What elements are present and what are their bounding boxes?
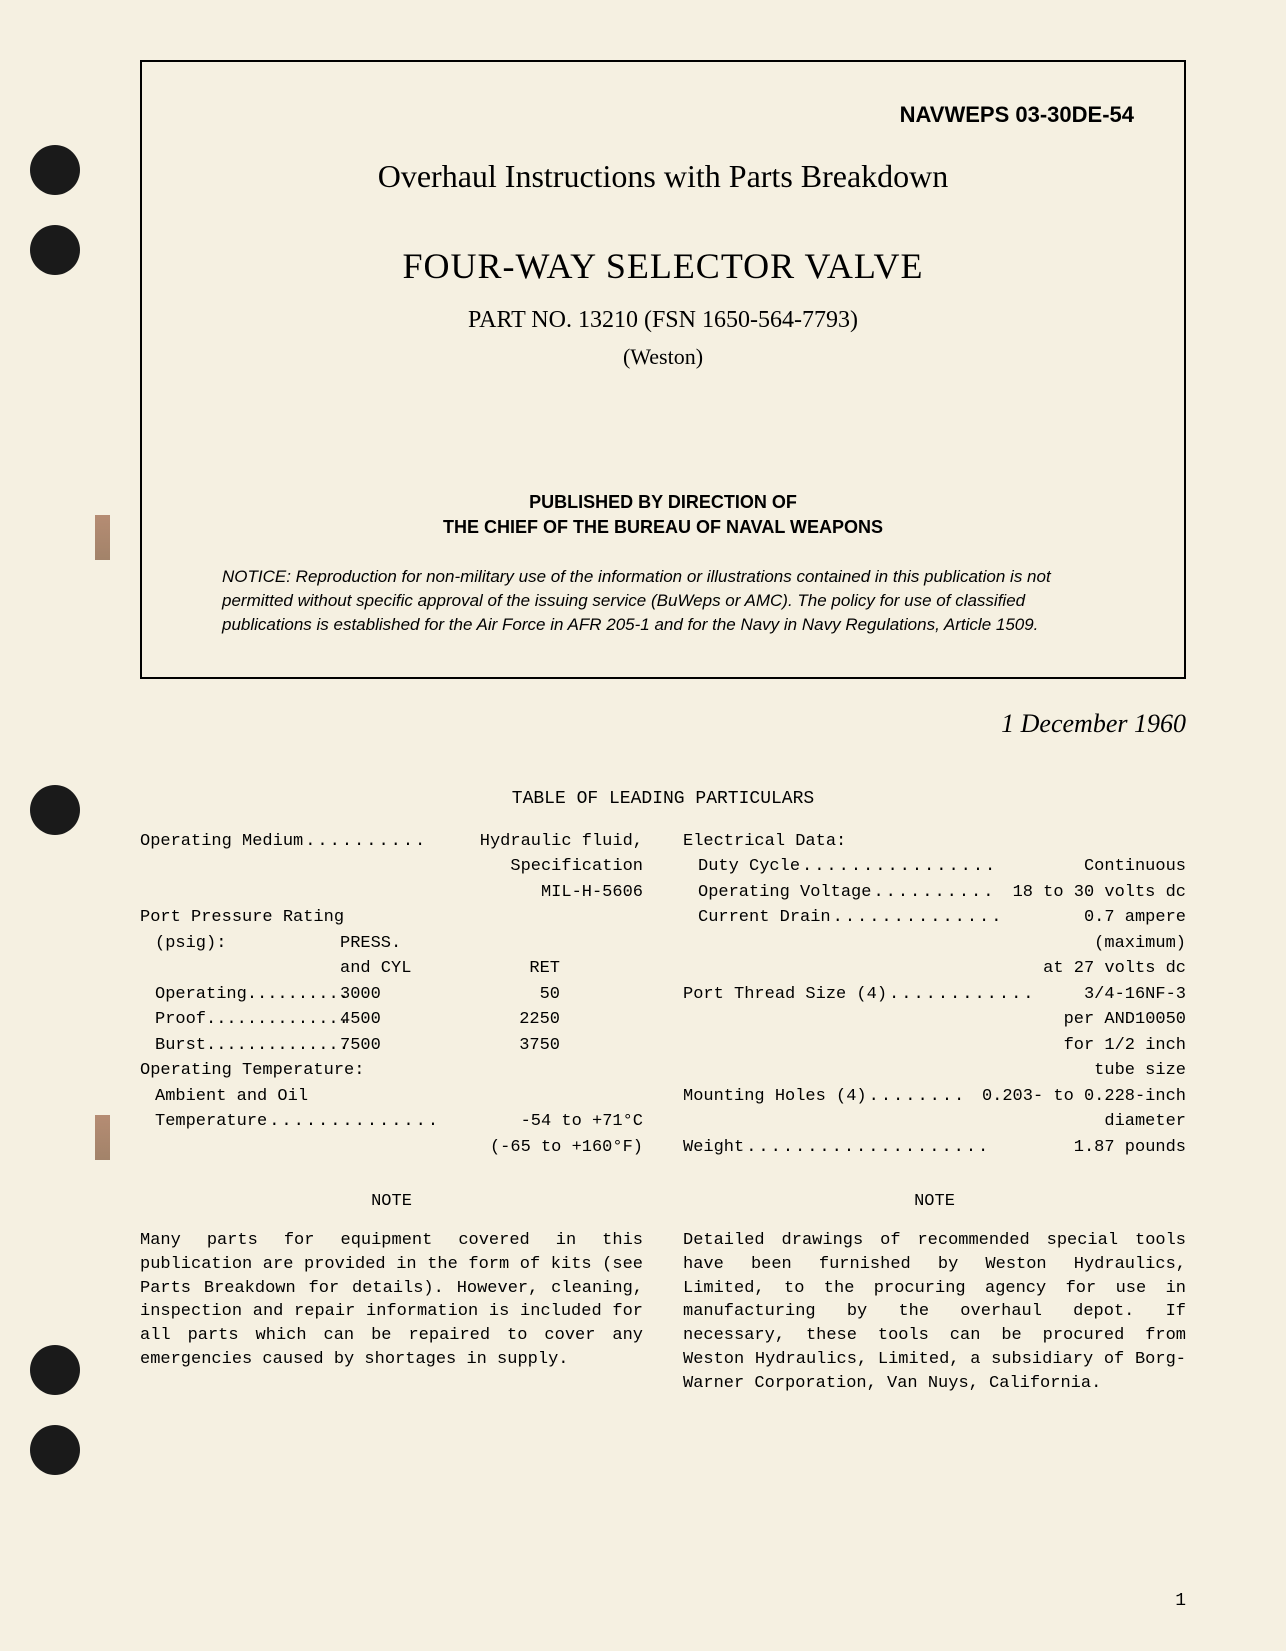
spec-continuation: (maximum): [683, 931, 1186, 957]
spec-row: Duty Cycle ................ Continuous: [683, 854, 1186, 880]
part-number: PART NO. 13210 (FSN 1650-564-7793): [192, 307, 1134, 334]
spec-value: 3/4-16NF-3: [1084, 982, 1186, 1008]
dots: ..............: [831, 905, 1084, 931]
table-row: Proof.............. 4500 2250: [140, 1007, 643, 1033]
cell-value: 50: [460, 982, 560, 1008]
spec-row: Temperature .............. -54 to +71°C: [140, 1109, 643, 1135]
table-header-row: and CYL RET: [140, 956, 643, 982]
note-heading: NOTE: [140, 1190, 643, 1214]
spec-continuation: per AND10050: [683, 1007, 1186, 1033]
table-row: Operating.......... 3000 50: [140, 982, 643, 1008]
document-page: NAVWEPS 03-30DE-54 Overhaul Instructions…: [0, 0, 1286, 1651]
spec-continuation: for 1/2 inch: [683, 1033, 1186, 1059]
spec-continuation: diameter: [683, 1109, 1186, 1135]
publication-date: 1 December 1960: [140, 709, 1186, 739]
spec-label: Operating Temperature:: [140, 1058, 643, 1084]
notice-text: NOTICE: Reproduction for non-military us…: [192, 565, 1134, 636]
notes-section: NOTE Many parts for equipment covered in…: [140, 1190, 1186, 1395]
spec-continuation: tube size: [683, 1058, 1186, 1084]
cell-value: 4500: [340, 1007, 460, 1033]
punch-hole: [30, 785, 80, 835]
row-label: Proof..............: [140, 1007, 340, 1033]
cell-value: 7500: [340, 1033, 460, 1059]
spec-label: Mounting Holes (4): [683, 1084, 867, 1110]
left-column: Operating Medium .......... Hydraulic fl…: [140, 829, 643, 1161]
document-title: Overhaul Instructions with Parts Breakdo…: [192, 158, 1134, 195]
binding-mark: [95, 515, 110, 560]
punch-hole: [30, 145, 80, 195]
spec-row: Port Thread Size (4) ............ 3/4-16…: [683, 982, 1186, 1008]
spec-label: Current Drain: [698, 905, 831, 931]
component-title: FOUR-WAY SELECTOR VALVE: [192, 245, 1134, 287]
spec-value: Hydraulic fluid,: [480, 829, 643, 855]
spec-value: -54 to +71°C: [521, 1109, 643, 1135]
punch-hole: [30, 225, 80, 275]
column-header: RET: [460, 956, 560, 982]
spec-value: 1.87 pounds: [1074, 1135, 1186, 1161]
particulars-table: Operating Medium .......... Hydraulic fl…: [140, 829, 1186, 1161]
pressure-table: (psig): PRESS. and CYL RET Operating....…: [140, 931, 643, 1059]
dots: ..........: [303, 829, 480, 855]
manufacturer: (Weston): [192, 344, 1134, 370]
punch-hole: [30, 1425, 80, 1475]
note-left: NOTE Many parts for equipment covered in…: [140, 1190, 643, 1395]
punch-hole: [30, 1345, 80, 1395]
spec-row: Operating Voltage .......... 18 to 30 vo…: [683, 880, 1186, 906]
spec-row: Current Drain .............. 0.7 ampere: [683, 905, 1186, 931]
column-header: [460, 931, 560, 957]
dots: ....................: [744, 1135, 1074, 1161]
spec-sublabel: Ambient and Oil: [140, 1084, 643, 1110]
unit-label: (psig):: [140, 931, 340, 957]
spec-continuation: at 27 volts dc: [683, 956, 1186, 982]
spec-continuation: Specification: [140, 854, 643, 880]
table-title: TABLE OF LEADING PARTICULARS: [140, 789, 1186, 809]
binding-mark: [95, 1115, 110, 1160]
row-label: Burst..............: [140, 1033, 340, 1059]
spec-label: Electrical Data:: [683, 829, 1186, 855]
note-body: Many parts for equipment covered in this…: [140, 1229, 643, 1372]
column-header: and CYL: [340, 956, 460, 982]
cell-value: 3750: [460, 1033, 560, 1059]
spec-value: 0.7 ampere: [1084, 905, 1186, 931]
table-header-row: (psig): PRESS.: [140, 931, 643, 957]
spec-value: 18 to 30 volts dc: [1013, 880, 1186, 906]
spec-label: Port Thread Size (4): [683, 982, 887, 1008]
row-label: Operating..........: [140, 982, 340, 1008]
spec-row: Operating Medium .......... Hydraulic fl…: [140, 829, 643, 855]
dots: ........: [867, 1084, 982, 1110]
publisher-line-2: THE CHIEF OF THE BUREAU OF NAVAL WEAPONS: [192, 515, 1134, 540]
spec-continuation: (-65 to +160°F): [140, 1135, 643, 1161]
spec-continuation: MIL-H-5606: [140, 880, 643, 906]
dots: ............: [887, 982, 1084, 1008]
spec-row: Weight .................... 1.87 pounds: [683, 1135, 1186, 1161]
spec-row: Mounting Holes (4) ........ 0.203- to 0.…: [683, 1084, 1186, 1110]
publisher: PUBLISHED BY DIRECTION OF THE CHIEF OF T…: [192, 490, 1134, 540]
column-header: PRESS.: [340, 931, 460, 957]
spec-label: Port Pressure Rating: [140, 905, 643, 931]
spec-label: Weight: [683, 1135, 744, 1161]
spec-label: Duty Cycle: [698, 854, 800, 880]
document-number: NAVWEPS 03-30DE-54: [192, 102, 1134, 128]
note-heading: NOTE: [683, 1190, 1186, 1214]
spec-label: Temperature: [155, 1109, 267, 1135]
spec-label: Operating Medium: [140, 829, 303, 855]
title-box: NAVWEPS 03-30DE-54 Overhaul Instructions…: [140, 60, 1186, 679]
empty-cell: [140, 956, 340, 982]
spec-value: 0.203- to 0.228-inch: [982, 1084, 1186, 1110]
spec-label: Operating Voltage: [698, 880, 871, 906]
note-right: NOTE Detailed drawings of recommended sp…: [683, 1190, 1186, 1395]
spec-value: Continuous: [1084, 854, 1186, 880]
publisher-line-1: PUBLISHED BY DIRECTION OF: [192, 490, 1134, 515]
cell-value: 3000: [340, 982, 460, 1008]
cell-value: 2250: [460, 1007, 560, 1033]
note-body: Detailed drawings of recommended special…: [683, 1229, 1186, 1396]
dots: ..........: [871, 880, 1012, 906]
right-column: Electrical Data: Duty Cycle ............…: [683, 829, 1186, 1161]
dots: ..............: [267, 1109, 520, 1135]
dots: ................: [800, 854, 1084, 880]
table-row: Burst.............. 7500 3750: [140, 1033, 643, 1059]
page-number: 1: [1175, 1591, 1186, 1611]
